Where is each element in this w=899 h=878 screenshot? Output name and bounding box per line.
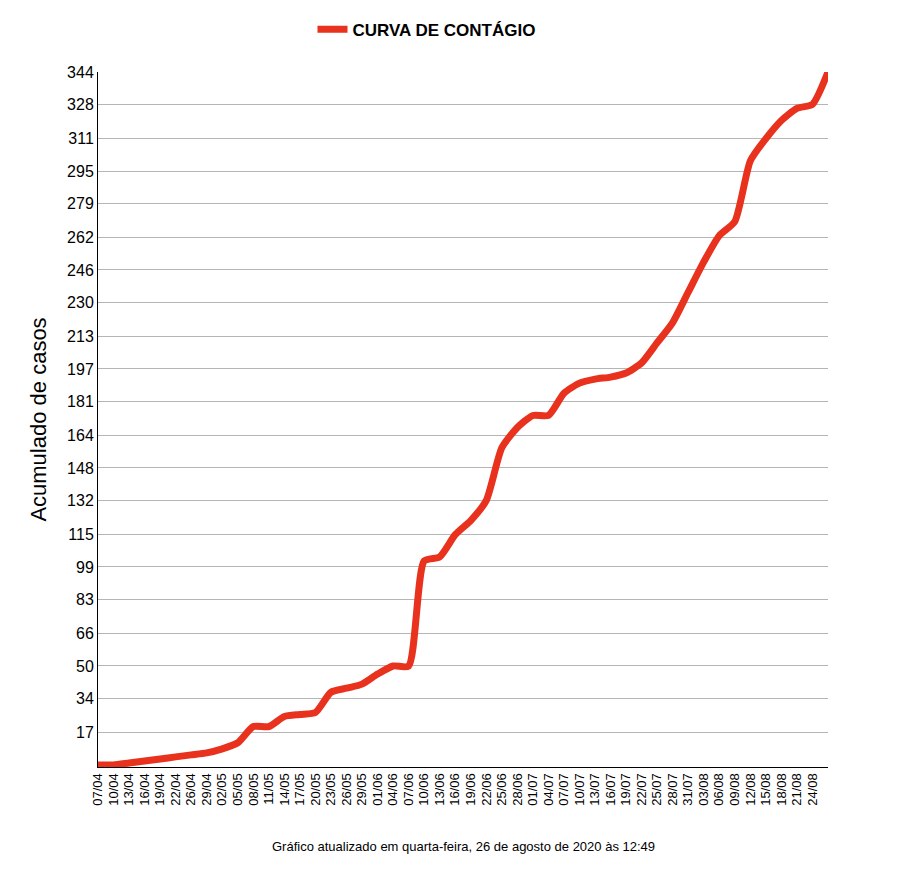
svg-text:07/04: 07/04 xyxy=(90,773,105,806)
svg-text:66: 66 xyxy=(76,625,94,642)
svg-text:10/04: 10/04 xyxy=(106,773,121,806)
svg-text:344: 344 xyxy=(67,64,94,81)
svg-text:230: 230 xyxy=(67,294,94,311)
svg-text:17: 17 xyxy=(76,724,94,741)
svg-text:18/08: 18/08 xyxy=(774,773,789,806)
svg-text:19/07: 19/07 xyxy=(618,773,633,806)
svg-text:15/08: 15/08 xyxy=(758,773,773,806)
svg-text:262: 262 xyxy=(67,229,94,246)
svg-text:22/07: 22/07 xyxy=(634,773,649,806)
svg-text:99: 99 xyxy=(76,559,94,576)
svg-text:24/08: 24/08 xyxy=(805,773,820,806)
svg-text:12/08: 12/08 xyxy=(743,773,758,806)
svg-text:22/06: 22/06 xyxy=(479,773,494,806)
svg-text:02/05: 02/05 xyxy=(214,773,229,806)
svg-text:17/05: 17/05 xyxy=(292,773,307,806)
svg-text:311: 311 xyxy=(68,130,94,147)
svg-text:07/06: 07/06 xyxy=(401,773,416,806)
svg-text:21/08: 21/08 xyxy=(789,773,804,806)
svg-text:08/05: 08/05 xyxy=(246,773,261,806)
svg-text:07/07: 07/07 xyxy=(556,773,571,806)
svg-text:25/06: 25/06 xyxy=(494,773,509,806)
svg-text:26/04: 26/04 xyxy=(183,773,198,806)
svg-text:16/06: 16/06 xyxy=(447,773,462,806)
svg-text:28/06: 28/06 xyxy=(510,773,525,806)
svg-text:16/04: 16/04 xyxy=(137,773,152,806)
svg-text:295: 295 xyxy=(67,163,94,180)
svg-text:28/07: 28/07 xyxy=(665,773,680,806)
svg-text:328: 328 xyxy=(67,96,94,113)
svg-text:01/07: 01/07 xyxy=(525,773,540,806)
svg-text:213: 213 xyxy=(67,328,94,345)
svg-text:10/07: 10/07 xyxy=(572,773,587,806)
svg-text:20/05: 20/05 xyxy=(308,773,323,806)
svg-text:04/06: 04/06 xyxy=(385,773,400,806)
svg-text:19/04: 19/04 xyxy=(152,773,167,806)
svg-text:14/05: 14/05 xyxy=(277,773,292,806)
svg-text:13/07: 13/07 xyxy=(587,773,602,806)
svg-text:246: 246 xyxy=(67,262,94,279)
svg-text:132: 132 xyxy=(67,492,94,509)
svg-text:10/06: 10/06 xyxy=(416,773,431,806)
svg-text:83: 83 xyxy=(76,591,94,608)
svg-text:26/05: 26/05 xyxy=(339,773,354,806)
svg-text:197: 197 xyxy=(67,361,94,378)
svg-text:31/07: 31/07 xyxy=(680,773,695,806)
svg-text:09/08: 09/08 xyxy=(727,773,742,806)
svg-text:04/07: 04/07 xyxy=(541,773,556,806)
svg-text:11/05: 11/05 xyxy=(261,773,276,805)
svg-text:Acumulado de casos: Acumulado de casos xyxy=(26,317,51,521)
svg-text:29/04: 29/04 xyxy=(199,773,214,806)
svg-text:06/08: 06/08 xyxy=(712,773,727,806)
svg-text:13/06: 13/06 xyxy=(432,773,447,806)
svg-text:25/07: 25/07 xyxy=(649,773,664,806)
svg-text:22/04: 22/04 xyxy=(168,773,183,806)
svg-text:16/07: 16/07 xyxy=(603,773,618,806)
svg-text:Gráfico atualizado em quarta-f: Gráfico atualizado em quarta-feira, 26 d… xyxy=(272,839,655,854)
svg-text:50: 50 xyxy=(76,658,94,675)
svg-text:148: 148 xyxy=(67,460,94,477)
svg-text:115: 115 xyxy=(68,526,94,543)
svg-text:279: 279 xyxy=(67,195,94,212)
svg-text:03/08: 03/08 xyxy=(696,773,711,806)
svg-text:34: 34 xyxy=(76,690,94,707)
svg-text:23/05: 23/05 xyxy=(323,773,338,806)
svg-text:181: 181 xyxy=(67,393,94,410)
svg-text:29/05: 29/05 xyxy=(354,773,369,806)
svg-text:CURVA DE CONTÁGIO: CURVA DE CONTÁGIO xyxy=(353,21,536,40)
svg-text:19/06: 19/06 xyxy=(463,773,478,806)
svg-text:01/06: 01/06 xyxy=(370,773,385,806)
svg-text:13/04: 13/04 xyxy=(121,773,136,806)
svg-text:05/05: 05/05 xyxy=(230,773,245,806)
svg-text:164: 164 xyxy=(67,427,94,444)
